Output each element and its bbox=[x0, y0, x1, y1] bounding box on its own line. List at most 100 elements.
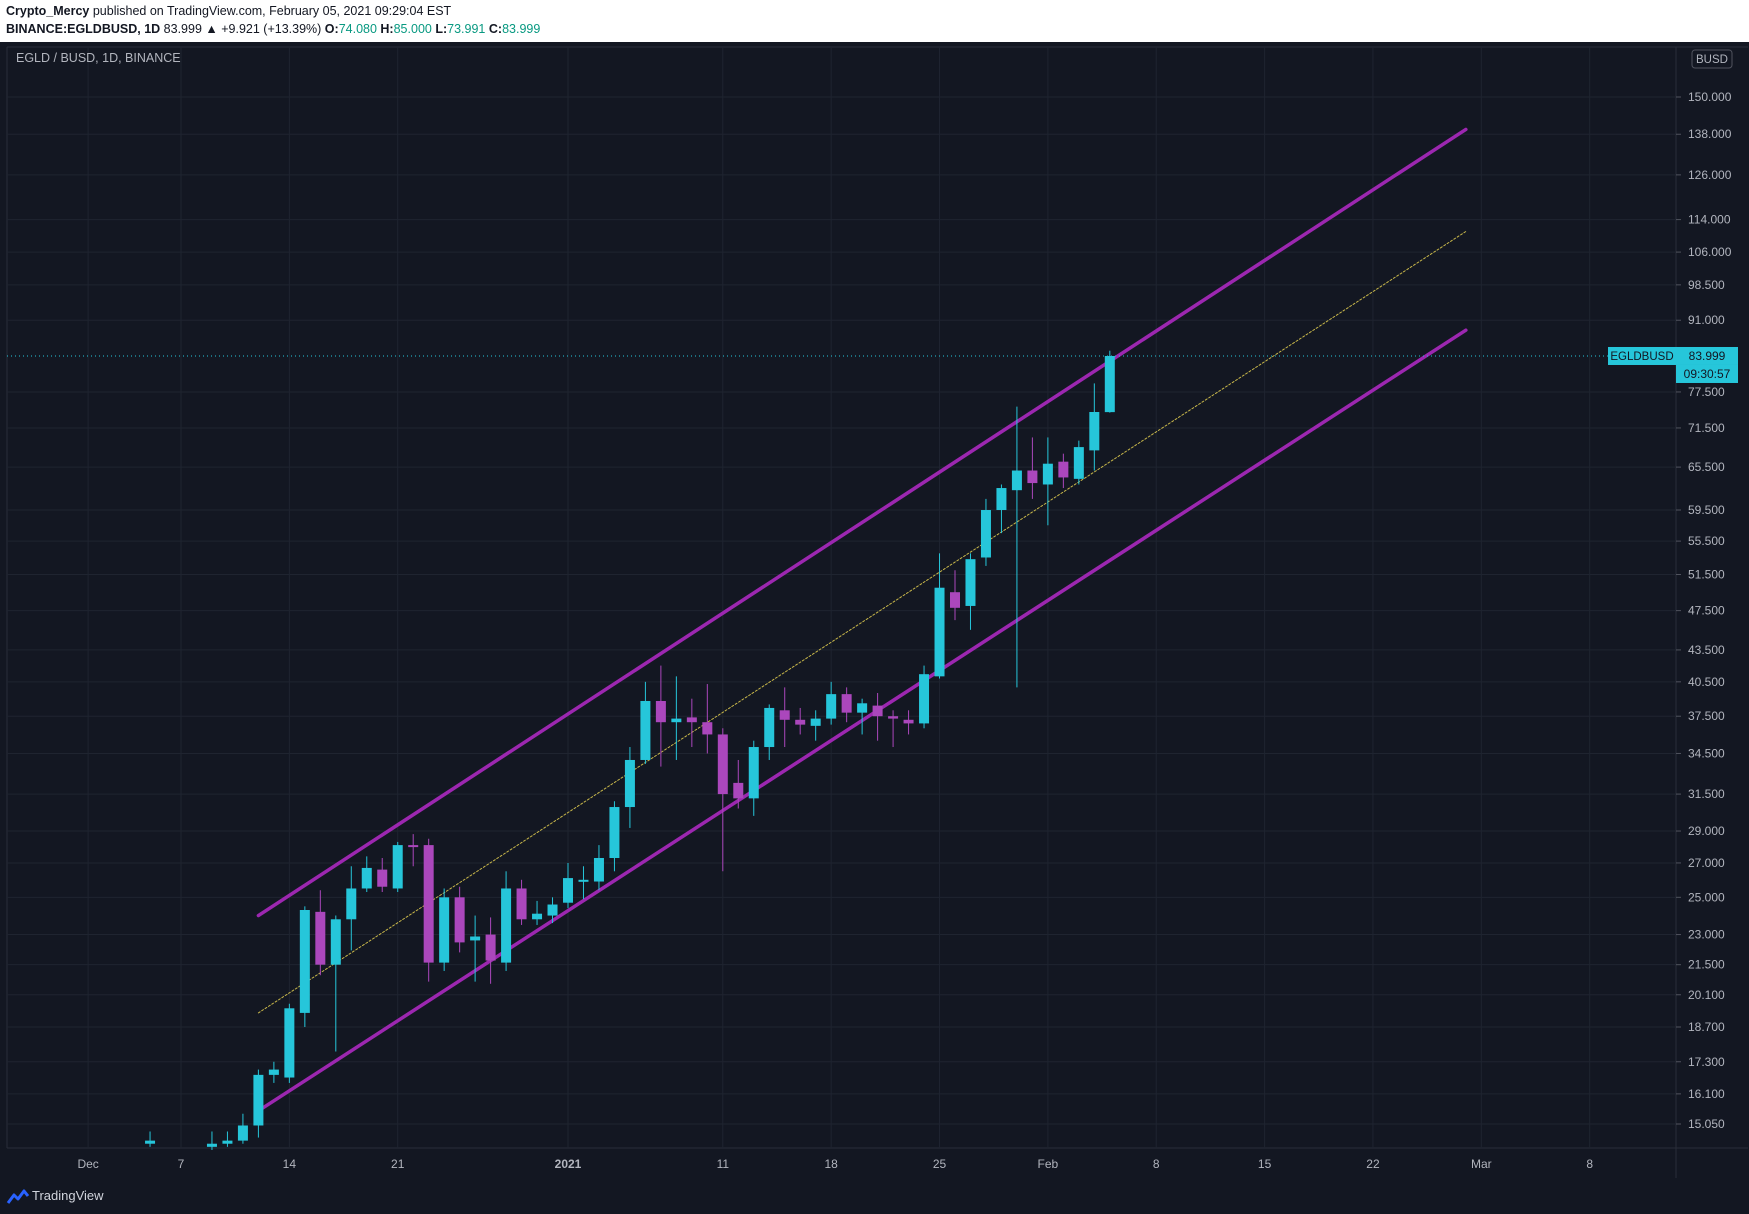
candle bbox=[609, 801, 620, 872]
tradingview-brand[interactable]: TradingView bbox=[32, 1188, 104, 1203]
candle bbox=[640, 681, 651, 764]
time-axis[interactable]: Dec 7 14 21 2021 11 18 25 Feb 8 15 22 Mar 8 bbox=[77, 1157, 1593, 1171]
candle bbox=[593, 845, 604, 891]
price-tick-label: 43.500 bbox=[1688, 643, 1725, 657]
price-tick-label: 18.700 bbox=[1688, 1020, 1725, 1034]
candle bbox=[1058, 453, 1069, 489]
high-label: H: bbox=[380, 22, 394, 36]
publish-header: Crypto_Mercy published on TradingView.co… bbox=[0, 0, 1749, 42]
time-tick-label: 11 bbox=[717, 1157, 730, 1171]
candle-body bbox=[965, 559, 976, 606]
candle-body bbox=[516, 888, 527, 920]
time-tick-label: 22 bbox=[1366, 1157, 1380, 1171]
candle bbox=[485, 917, 496, 984]
candle-body bbox=[206, 1143, 217, 1147]
candle bbox=[888, 710, 899, 748]
currency-badge-label: BUSD bbox=[1696, 54, 1728, 66]
candle bbox=[779, 687, 790, 748]
price-tick-label: 37.500 bbox=[1688, 709, 1725, 723]
candle-body bbox=[237, 1125, 248, 1141]
candle-body bbox=[609, 807, 620, 859]
parallel-channel[interactable] bbox=[256, 127, 1468, 1113]
time-tick-label: 18 bbox=[824, 1157, 838, 1171]
candle-body bbox=[841, 694, 852, 713]
candle bbox=[826, 681, 837, 725]
candle-body bbox=[671, 718, 682, 723]
candle bbox=[408, 834, 419, 867]
price-tick-label: 106.000 bbox=[1688, 245, 1732, 259]
price-tick-label: 71.500 bbox=[1688, 421, 1725, 435]
chart-symbol-title: EGLD / BUSD, 1D, BINANCE bbox=[16, 51, 181, 65]
candle bbox=[702, 684, 713, 754]
candle bbox=[841, 687, 852, 723]
price-tick-label: 16.100 bbox=[1688, 1087, 1725, 1101]
time-tick-label: 8 bbox=[1153, 1157, 1160, 1171]
candle bbox=[1027, 437, 1038, 499]
candle-body bbox=[470, 936, 481, 941]
candle bbox=[578, 866, 589, 900]
candle-body bbox=[253, 1074, 264, 1126]
candle bbox=[330, 915, 341, 1052]
price-tick-label: 17.300 bbox=[1688, 1055, 1725, 1069]
candle-body bbox=[532, 913, 543, 920]
price-tick-label: 77.500 bbox=[1688, 385, 1725, 399]
candle bbox=[547, 897, 558, 924]
time-tick-label: Feb bbox=[1038, 1157, 1059, 1171]
candle bbox=[733, 759, 744, 809]
published-text: published on TradingView.com, February 0… bbox=[92, 4, 452, 18]
candle-body bbox=[1089, 411, 1100, 451]
candle bbox=[857, 698, 868, 735]
candle-body bbox=[1073, 447, 1084, 479]
symbol-interval: BINANCE:EGLDBUSD, 1D bbox=[6, 22, 161, 36]
candle-body bbox=[748, 747, 759, 799]
candle-body bbox=[1104, 355, 1115, 413]
last-price-tag-bg bbox=[1676, 346, 1738, 365]
time-tick-label: Mar bbox=[1471, 1157, 1492, 1171]
close-value: 83.999 bbox=[502, 22, 541, 36]
candle-body bbox=[872, 705, 883, 717]
candle bbox=[377, 858, 388, 892]
candle bbox=[671, 676, 682, 760]
candle-body bbox=[454, 897, 465, 943]
candle bbox=[454, 886, 465, 953]
candle-body bbox=[315, 911, 326, 965]
time-tick-label: 14 bbox=[283, 1157, 297, 1171]
candle bbox=[392, 841, 403, 892]
candle-body bbox=[779, 710, 790, 720]
candle bbox=[206, 1131, 217, 1150]
candle-body bbox=[145, 1140, 156, 1144]
candle-body bbox=[795, 719, 806, 725]
candle-body bbox=[934, 587, 945, 677]
candle bbox=[516, 879, 527, 925]
low-label: L: bbox=[435, 22, 448, 36]
candlestick-series bbox=[145, 350, 1115, 1150]
candle bbox=[795, 707, 806, 735]
price-tick-label: 31.500 bbox=[1688, 787, 1725, 801]
candle-body bbox=[377, 869, 388, 887]
price-tick-label: 21.500 bbox=[1688, 958, 1725, 972]
channel-upper-line bbox=[256, 127, 1468, 918]
candle bbox=[764, 704, 775, 760]
price-tick-label: 40.500 bbox=[1688, 675, 1725, 689]
price-tick-label: 91.000 bbox=[1688, 313, 1725, 327]
price-axis[interactable]: 150.000 138.000 126.000 114.000 106.000 98.50… bbox=[1676, 90, 1732, 1131]
candle bbox=[624, 747, 635, 828]
close-label: C: bbox=[488, 22, 503, 36]
time-tick-label: 8 bbox=[1586, 1157, 1593, 1171]
candle-body bbox=[346, 888, 357, 920]
author-name[interactable]: Crypto_Mercy bbox=[6, 4, 90, 18]
candle-body bbox=[624, 759, 635, 808]
price-tick-label: 65.500 bbox=[1688, 460, 1725, 474]
chart-grid bbox=[6, 46, 1748, 1178]
candle-body bbox=[919, 674, 930, 724]
tradingview-logo-icon bbox=[6, 1189, 30, 1204]
candle-body bbox=[284, 1008, 295, 1078]
countdown-tag-value: 09:30:57 bbox=[1684, 367, 1731, 381]
candle bbox=[748, 740, 759, 816]
price-tick-label: 47.500 bbox=[1688, 604, 1725, 618]
price-tick-label: 59.500 bbox=[1688, 503, 1725, 517]
time-tick-label: Dec bbox=[77, 1157, 98, 1171]
candle bbox=[717, 728, 728, 872]
candle-body bbox=[733, 782, 744, 799]
